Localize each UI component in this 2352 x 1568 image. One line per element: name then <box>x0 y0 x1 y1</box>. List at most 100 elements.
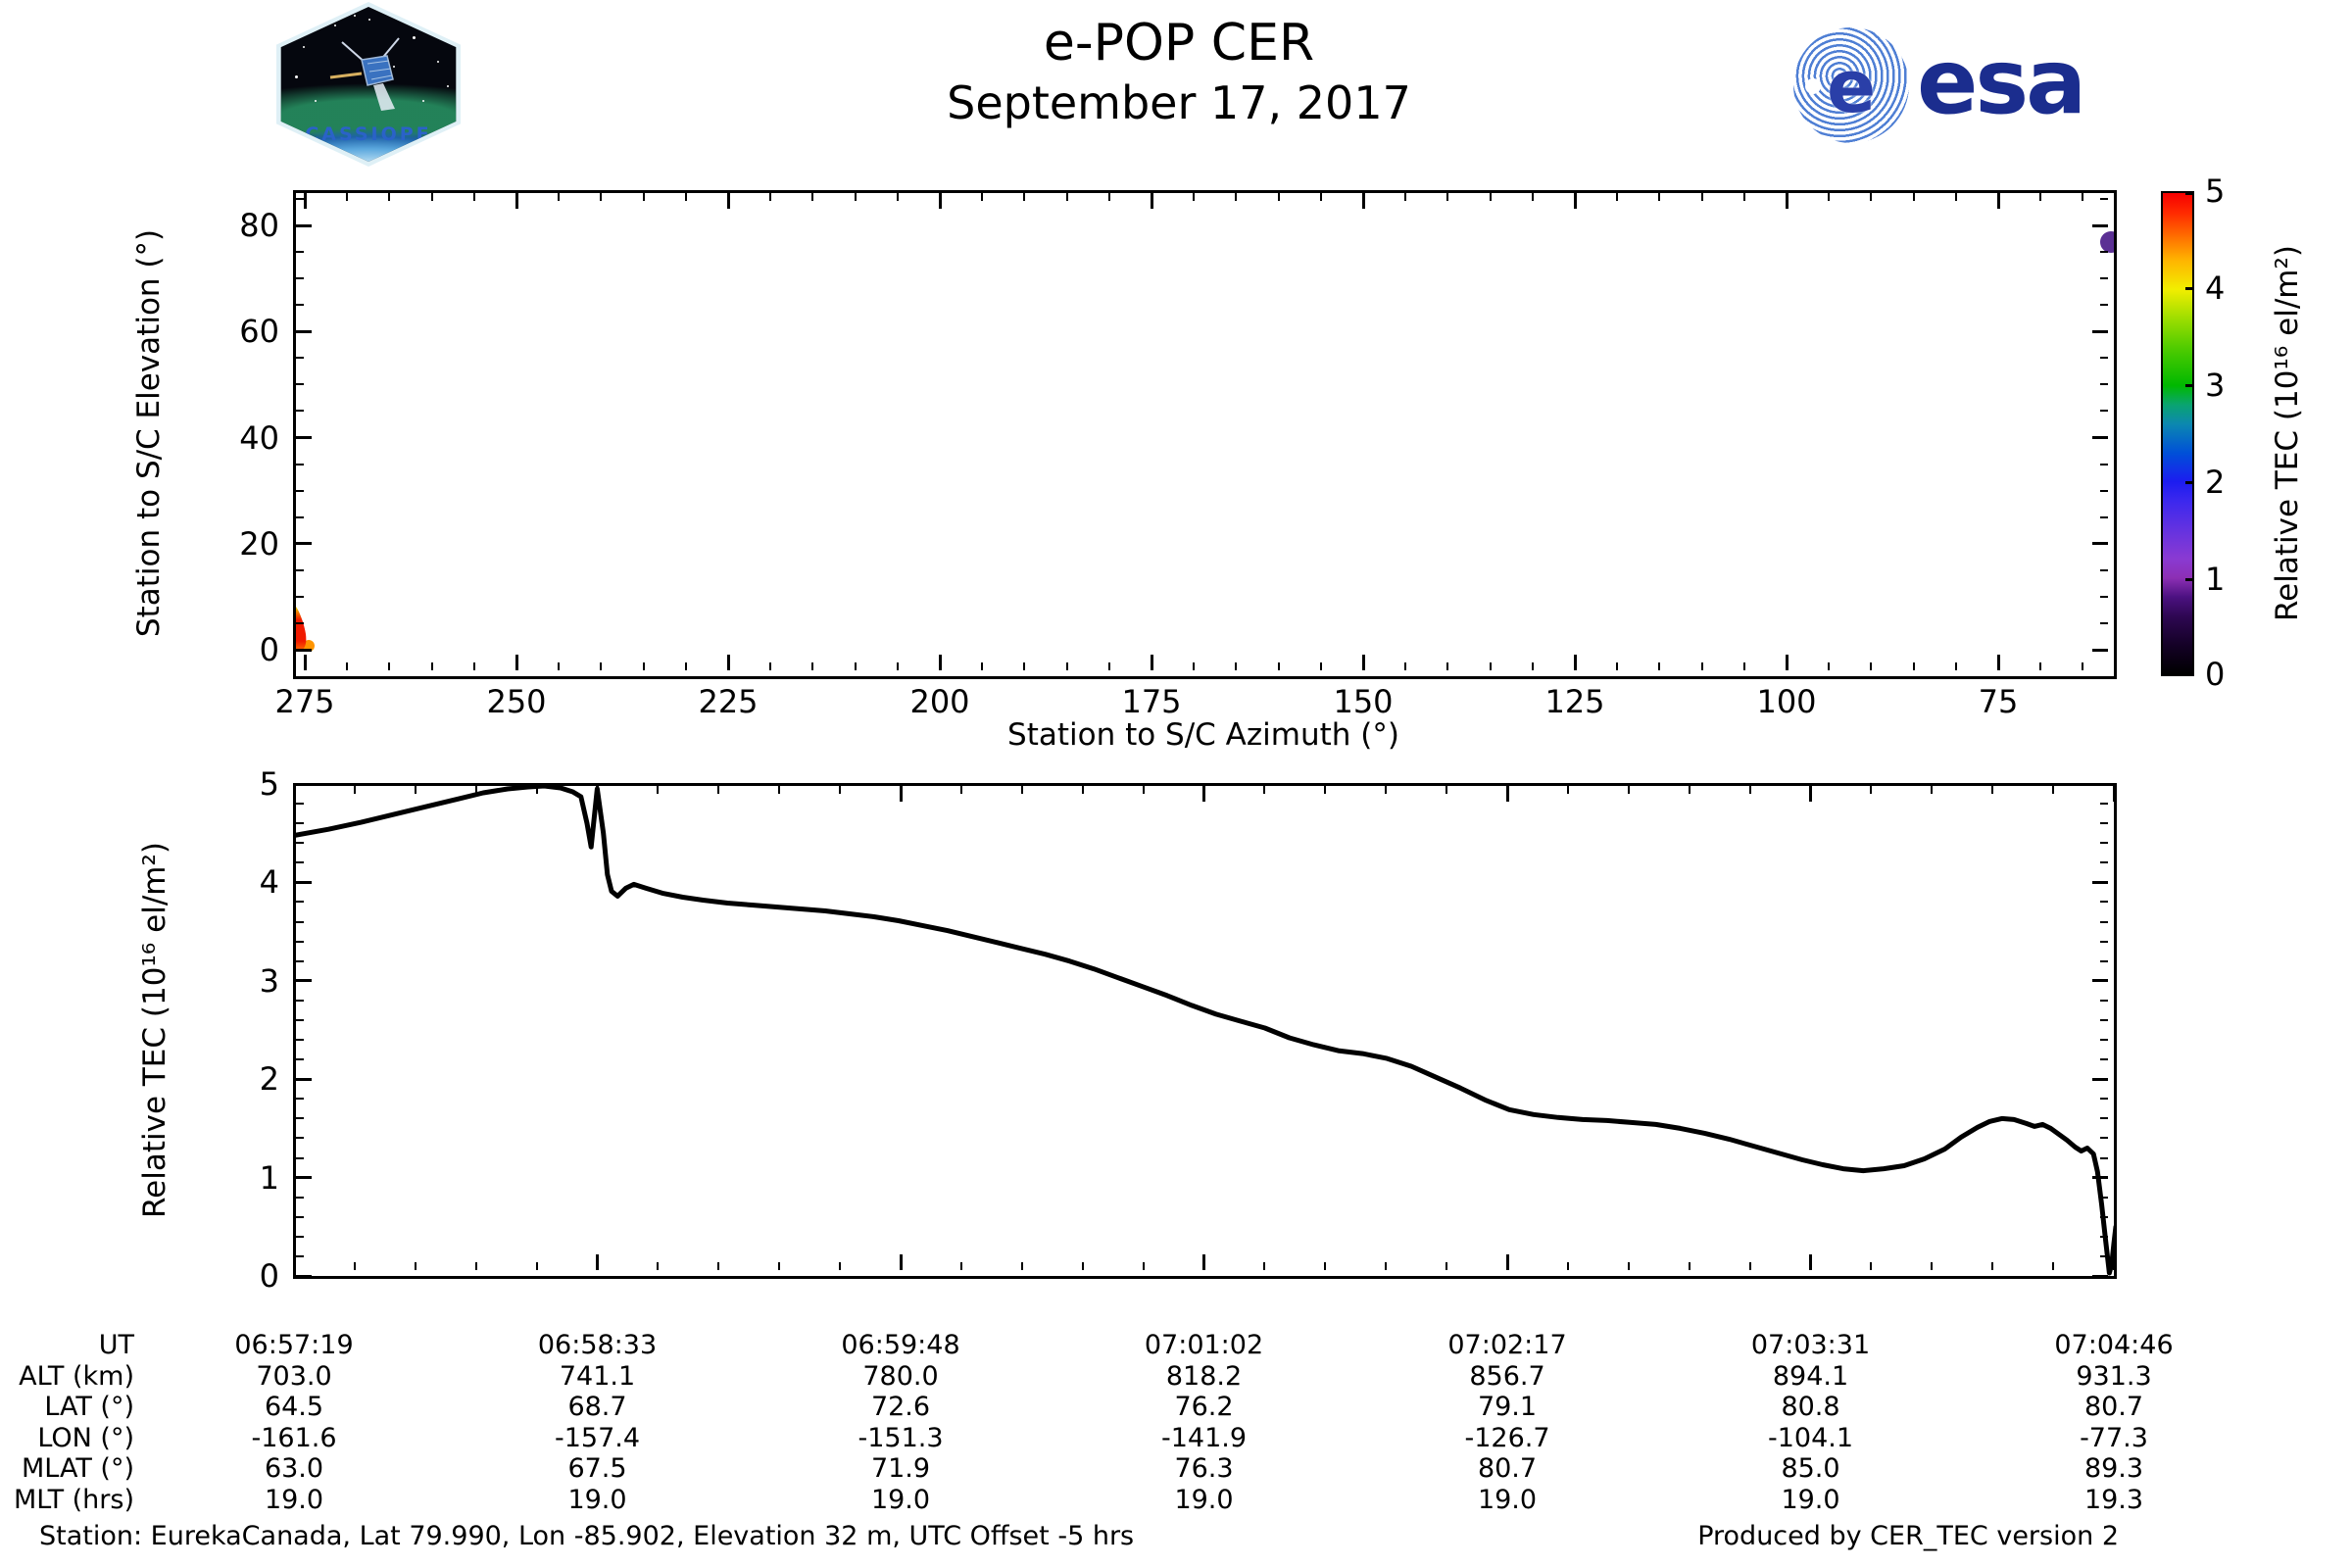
x-tick <box>1954 662 1957 670</box>
top-x-tick-label: 175 <box>1121 683 1182 720</box>
table-value: 06:58:33 <box>537 1330 658 1360</box>
y-tick-right <box>2092 436 2108 439</box>
x-tick-top <box>535 786 538 794</box>
table-value: 06:59:48 <box>841 1330 960 1360</box>
x-tick-top <box>472 193 475 201</box>
pass-end-tec-dot <box>2100 231 2114 253</box>
y-tick <box>296 648 312 652</box>
y-tick-right <box>2092 542 2108 546</box>
y-tick-right <box>2100 277 2108 280</box>
table-value: 931.3 <box>2076 1360 2152 1392</box>
top-y-tick-label: 60 <box>239 313 279 351</box>
colorbar-tick-label: 0 <box>2205 656 2226 693</box>
x-tick-top <box>514 193 518 209</box>
x-tick <box>657 1262 660 1270</box>
top-plot-xlabel: Station to S/C Azimuth (°) <box>1007 717 1399 753</box>
x-tick-top <box>1566 786 1569 794</box>
x-tick <box>1235 662 1238 670</box>
x-tick-top <box>2039 193 2042 201</box>
x-tick-top <box>1931 786 1934 794</box>
bottom-y-tick-label: 4 <box>259 863 279 902</box>
y-tick-right <box>2092 880 2108 884</box>
x-tick <box>2112 1254 2114 1270</box>
x-tick-top <box>1489 193 1492 201</box>
top-x-tick-label: 200 <box>909 683 970 720</box>
y-tick <box>296 999 304 1002</box>
y-tick-right <box>2100 251 2108 254</box>
star-icon <box>393 66 395 68</box>
x-tick <box>1785 655 1788 670</box>
x-tick <box>430 662 433 670</box>
colorbar-tick <box>2185 480 2193 484</box>
x-tick-top <box>1658 193 1661 201</box>
y-tick-right <box>2100 959 2108 962</box>
x-tick-top <box>303 193 307 209</box>
table-value: 85.0 <box>1781 1453 1840 1484</box>
x-tick <box>1505 1254 1509 1270</box>
table-value: 63.0 <box>264 1453 324 1484</box>
table-value: 19.0 <box>1174 1484 1234 1515</box>
y-tick <box>296 959 304 962</box>
x-tick-top <box>1809 786 1812 802</box>
y-tick <box>296 621 304 624</box>
table-value: 07:04:46 <box>2054 1330 2174 1360</box>
star-icon <box>334 24 336 26</box>
cassiope-mission-patch: CASSIOPE <box>276 2 461 167</box>
table-value: 818.2 <box>1165 1360 1243 1392</box>
colorbar-tick <box>2185 286 2193 290</box>
y-tick <box>296 1235 304 1238</box>
table-value: 64.5 <box>264 1392 324 1422</box>
y-tick <box>296 920 304 923</box>
top-y-tick-label: 80 <box>239 207 279 244</box>
y-tick-right <box>2100 803 2108 806</box>
x-tick-top <box>1870 786 1873 794</box>
top-y-tick-label: 0 <box>259 631 279 668</box>
x-tick <box>1277 662 1280 670</box>
table-value: -151.3 <box>858 1422 944 1453</box>
y-tick-right <box>2100 357 2108 360</box>
bottom-y-tick-label: 1 <box>259 1158 279 1197</box>
y-tick <box>296 1215 304 1218</box>
top-x-tick-label: 250 <box>486 683 547 720</box>
x-tick-top <box>388 193 391 201</box>
y-tick <box>296 1274 312 1276</box>
x-tick <box>596 1254 599 1270</box>
y-tick <box>296 277 304 280</box>
x-tick-top <box>1505 786 1509 802</box>
station-info: Station: EurekaCanada, Lat 79.990, Lon -… <box>39 1521 1135 1551</box>
x-tick <box>1627 1262 1630 1270</box>
x-tick-top <box>1081 786 1084 794</box>
colorbar-tick <box>2185 672 2193 675</box>
y-tick <box>296 940 304 943</box>
x-tick <box>642 662 645 670</box>
table-value: -161.6 <box>251 1422 337 1453</box>
x-tick <box>1489 662 1492 670</box>
table-value: 72.6 <box>870 1392 931 1422</box>
x-tick <box>1870 1262 1873 1270</box>
x-tick-top <box>1023 193 1026 201</box>
x-tick <box>1361 655 1365 670</box>
top-y-tick-label: 20 <box>239 524 279 563</box>
table-value: 07:01:02 <box>1144 1330 1264 1360</box>
table-value: 68.7 <box>567 1392 627 1422</box>
y-tick <box>296 515 304 518</box>
table-value: 741.1 <box>559 1360 636 1392</box>
top-x-tick-label: 100 <box>1756 683 1817 720</box>
x-tick <box>2039 662 2042 670</box>
x-tick <box>717 1262 720 1270</box>
y-tick-right <box>2100 1058 2108 1061</box>
produced-by: Produced by CER_TEC version 2 <box>1697 1521 2119 1551</box>
y-tick <box>296 1156 304 1159</box>
x-tick <box>938 655 942 670</box>
x-tick <box>778 1262 781 1270</box>
y-tick <box>296 223 312 227</box>
table-row-label: ALT (km) <box>19 1360 134 1392</box>
table-value: 19.3 <box>2083 1484 2144 1515</box>
x-tick-top <box>1996 193 2000 209</box>
x-tick-top <box>717 786 720 794</box>
x-tick <box>854 662 857 670</box>
y-tick <box>296 1137 304 1140</box>
tec-line-layer <box>296 786 2114 1276</box>
x-tick-top <box>1828 193 1831 201</box>
